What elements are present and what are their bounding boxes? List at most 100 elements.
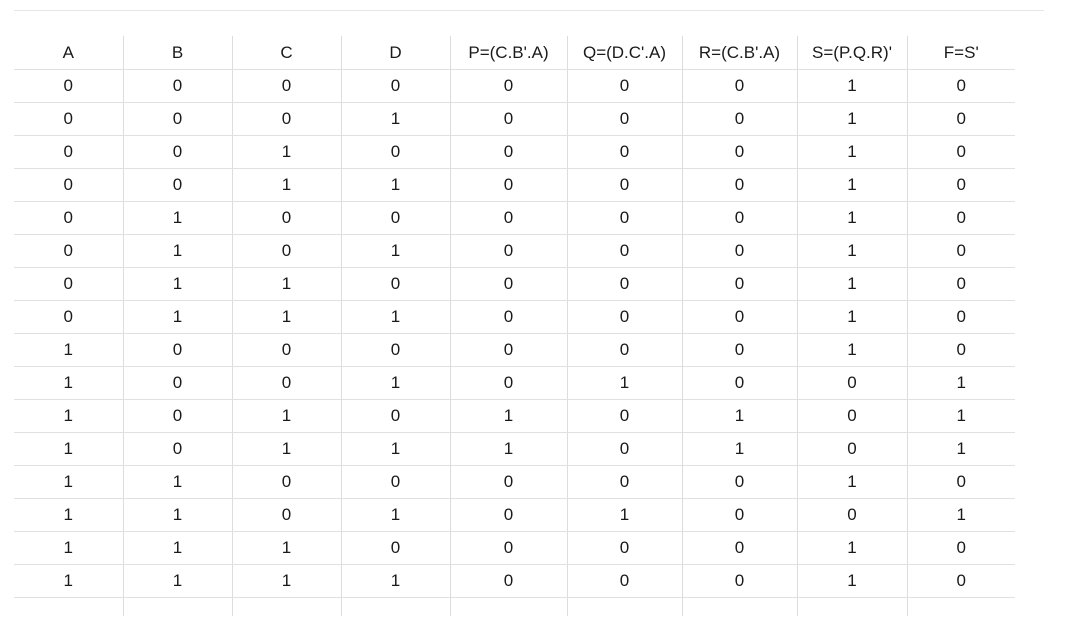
cell-a[interactable]: 1 <box>14 333 123 367</box>
cell-p[interactable]: 0 <box>449 300 567 334</box>
cell-d[interactable]: 1 <box>340 366 450 400</box>
cell-b[interactable]: 1 <box>122 531 232 565</box>
cell-b[interactable]: 0 <box>122 399 232 433</box>
cell-f[interactable]: 0 <box>906 333 1015 367</box>
cell-r[interactable]: 0 <box>681 135 797 169</box>
cell-s[interactable]: 1 <box>796 135 907 169</box>
cell-q[interactable]: 0 <box>566 300 682 334</box>
cell-q[interactable]: 0 <box>566 333 682 367</box>
cell-a[interactable]: 0 <box>14 69 123 103</box>
cell-a[interactable]: 0 <box>14 300 123 334</box>
cell-s[interactable]: 0 <box>796 399 907 433</box>
cell-q[interactable]: 0 <box>566 201 682 235</box>
cell-d[interactable]: 1 <box>340 102 450 136</box>
cell-c[interactable]: 1 <box>231 432 341 466</box>
cell-r[interactable]: 0 <box>681 300 797 334</box>
cell-d[interactable]: 0 <box>340 399 450 433</box>
cell-f[interactable]: 1 <box>906 432 1015 466</box>
cell-s[interactable]: 1 <box>796 564 907 598</box>
cell-d[interactable]: 1 <box>340 300 450 334</box>
cell-d[interactable]: 0 <box>340 531 450 565</box>
cell-c[interactable]: 1 <box>231 300 341 334</box>
cell-f[interactable]: 0 <box>906 564 1015 598</box>
cell-p[interactable]: 0 <box>449 564 567 598</box>
cell-q[interactable]: 0 <box>566 135 682 169</box>
cell-p[interactable]: 0 <box>449 234 567 268</box>
cell-d[interactable]: 0 <box>340 69 450 103</box>
cell-b[interactable]: 1 <box>122 498 232 532</box>
cell-p[interactable]: 0 <box>449 498 567 532</box>
cell-f[interactable]: 0 <box>906 102 1015 136</box>
cell-s[interactable]: 1 <box>796 201 907 235</box>
cell-s[interactable]: 1 <box>796 168 907 202</box>
cell-a[interactable]: 0 <box>14 102 123 136</box>
cell-d[interactable]: 0 <box>340 333 450 367</box>
cell-b[interactable]: 0 <box>122 135 232 169</box>
cell-a[interactable]: 1 <box>14 531 123 565</box>
cell-c[interactable]: 0 <box>231 201 341 235</box>
cell-d[interactable]: 0 <box>340 135 450 169</box>
cell-c[interactable]: 0 <box>231 465 341 499</box>
cell-b[interactable]: 0 <box>122 333 232 367</box>
cell-a[interactable]: 1 <box>14 366 123 400</box>
cell-q[interactable]: 1 <box>566 366 682 400</box>
cell-c[interactable]: 0 <box>231 333 341 367</box>
cell-r[interactable]: 1 <box>681 399 797 433</box>
column-header-r[interactable]: R=(C.B'.A) <box>681 36 797 70</box>
cell-s[interactable]: 1 <box>796 102 907 136</box>
column-header-d[interactable]: D <box>340 36 450 70</box>
cell-r[interactable]: 0 <box>681 564 797 598</box>
cell-a[interactable]: 1 <box>14 399 123 433</box>
cell-s[interactable]: 0 <box>796 366 907 400</box>
cell-d[interactable]: 1 <box>340 564 450 598</box>
cell-b[interactable]: 1 <box>122 465 232 499</box>
cell-p[interactable]: 1 <box>449 432 567 466</box>
empty-cell[interactable] <box>681 597 797 616</box>
cell-c[interactable]: 1 <box>231 531 341 565</box>
cell-r[interactable]: 0 <box>681 267 797 301</box>
cell-s[interactable]: 0 <box>796 432 907 466</box>
cell-q[interactable]: 0 <box>566 69 682 103</box>
cell-a[interactable]: 1 <box>14 465 123 499</box>
cell-c[interactable]: 0 <box>231 69 341 103</box>
cell-b[interactable]: 0 <box>122 102 232 136</box>
cell-b[interactable]: 0 <box>122 168 232 202</box>
cell-a[interactable]: 1 <box>14 498 123 532</box>
cell-r[interactable]: 0 <box>681 498 797 532</box>
cell-c[interactable]: 1 <box>231 564 341 598</box>
cell-a[interactable]: 1 <box>14 432 123 466</box>
cell-a[interactable]: 0 <box>14 168 123 202</box>
empty-cell[interactable] <box>796 597 907 616</box>
cell-b[interactable]: 0 <box>122 69 232 103</box>
cell-r[interactable]: 1 <box>681 432 797 466</box>
empty-cell[interactable] <box>231 597 341 616</box>
cell-d[interactable]: 0 <box>340 201 450 235</box>
cell-p[interactable]: 0 <box>449 366 567 400</box>
cell-r[interactable]: 0 <box>681 69 797 103</box>
cell-q[interactable]: 0 <box>566 465 682 499</box>
cell-s[interactable]: 1 <box>796 267 907 301</box>
cell-f[interactable]: 0 <box>906 201 1015 235</box>
cell-a[interactable]: 0 <box>14 201 123 235</box>
cell-b[interactable]: 1 <box>122 267 232 301</box>
cell-s[interactable]: 0 <box>796 498 907 532</box>
cell-q[interactable]: 0 <box>566 267 682 301</box>
cell-r[interactable]: 0 <box>681 531 797 565</box>
cell-f[interactable]: 0 <box>906 531 1015 565</box>
cell-b[interactable]: 0 <box>122 366 232 400</box>
column-header-f[interactable]: F=S' <box>906 36 1015 70</box>
cell-d[interactable]: 1 <box>340 168 450 202</box>
cell-d[interactable]: 1 <box>340 432 450 466</box>
empty-cell[interactable] <box>566 597 682 616</box>
cell-f[interactable]: 1 <box>906 498 1015 532</box>
cell-r[interactable]: 0 <box>681 234 797 268</box>
cell-r[interactable]: 0 <box>681 102 797 136</box>
cell-c[interactable]: 1 <box>231 135 341 169</box>
cell-p[interactable]: 0 <box>449 201 567 235</box>
cell-r[interactable]: 0 <box>681 465 797 499</box>
cell-q[interactable]: 0 <box>566 234 682 268</box>
cell-q[interactable]: 0 <box>566 531 682 565</box>
cell-p[interactable]: 0 <box>449 267 567 301</box>
cell-q[interactable]: 0 <box>566 432 682 466</box>
column-header-q[interactable]: Q=(D.C'.A) <box>566 36 682 70</box>
